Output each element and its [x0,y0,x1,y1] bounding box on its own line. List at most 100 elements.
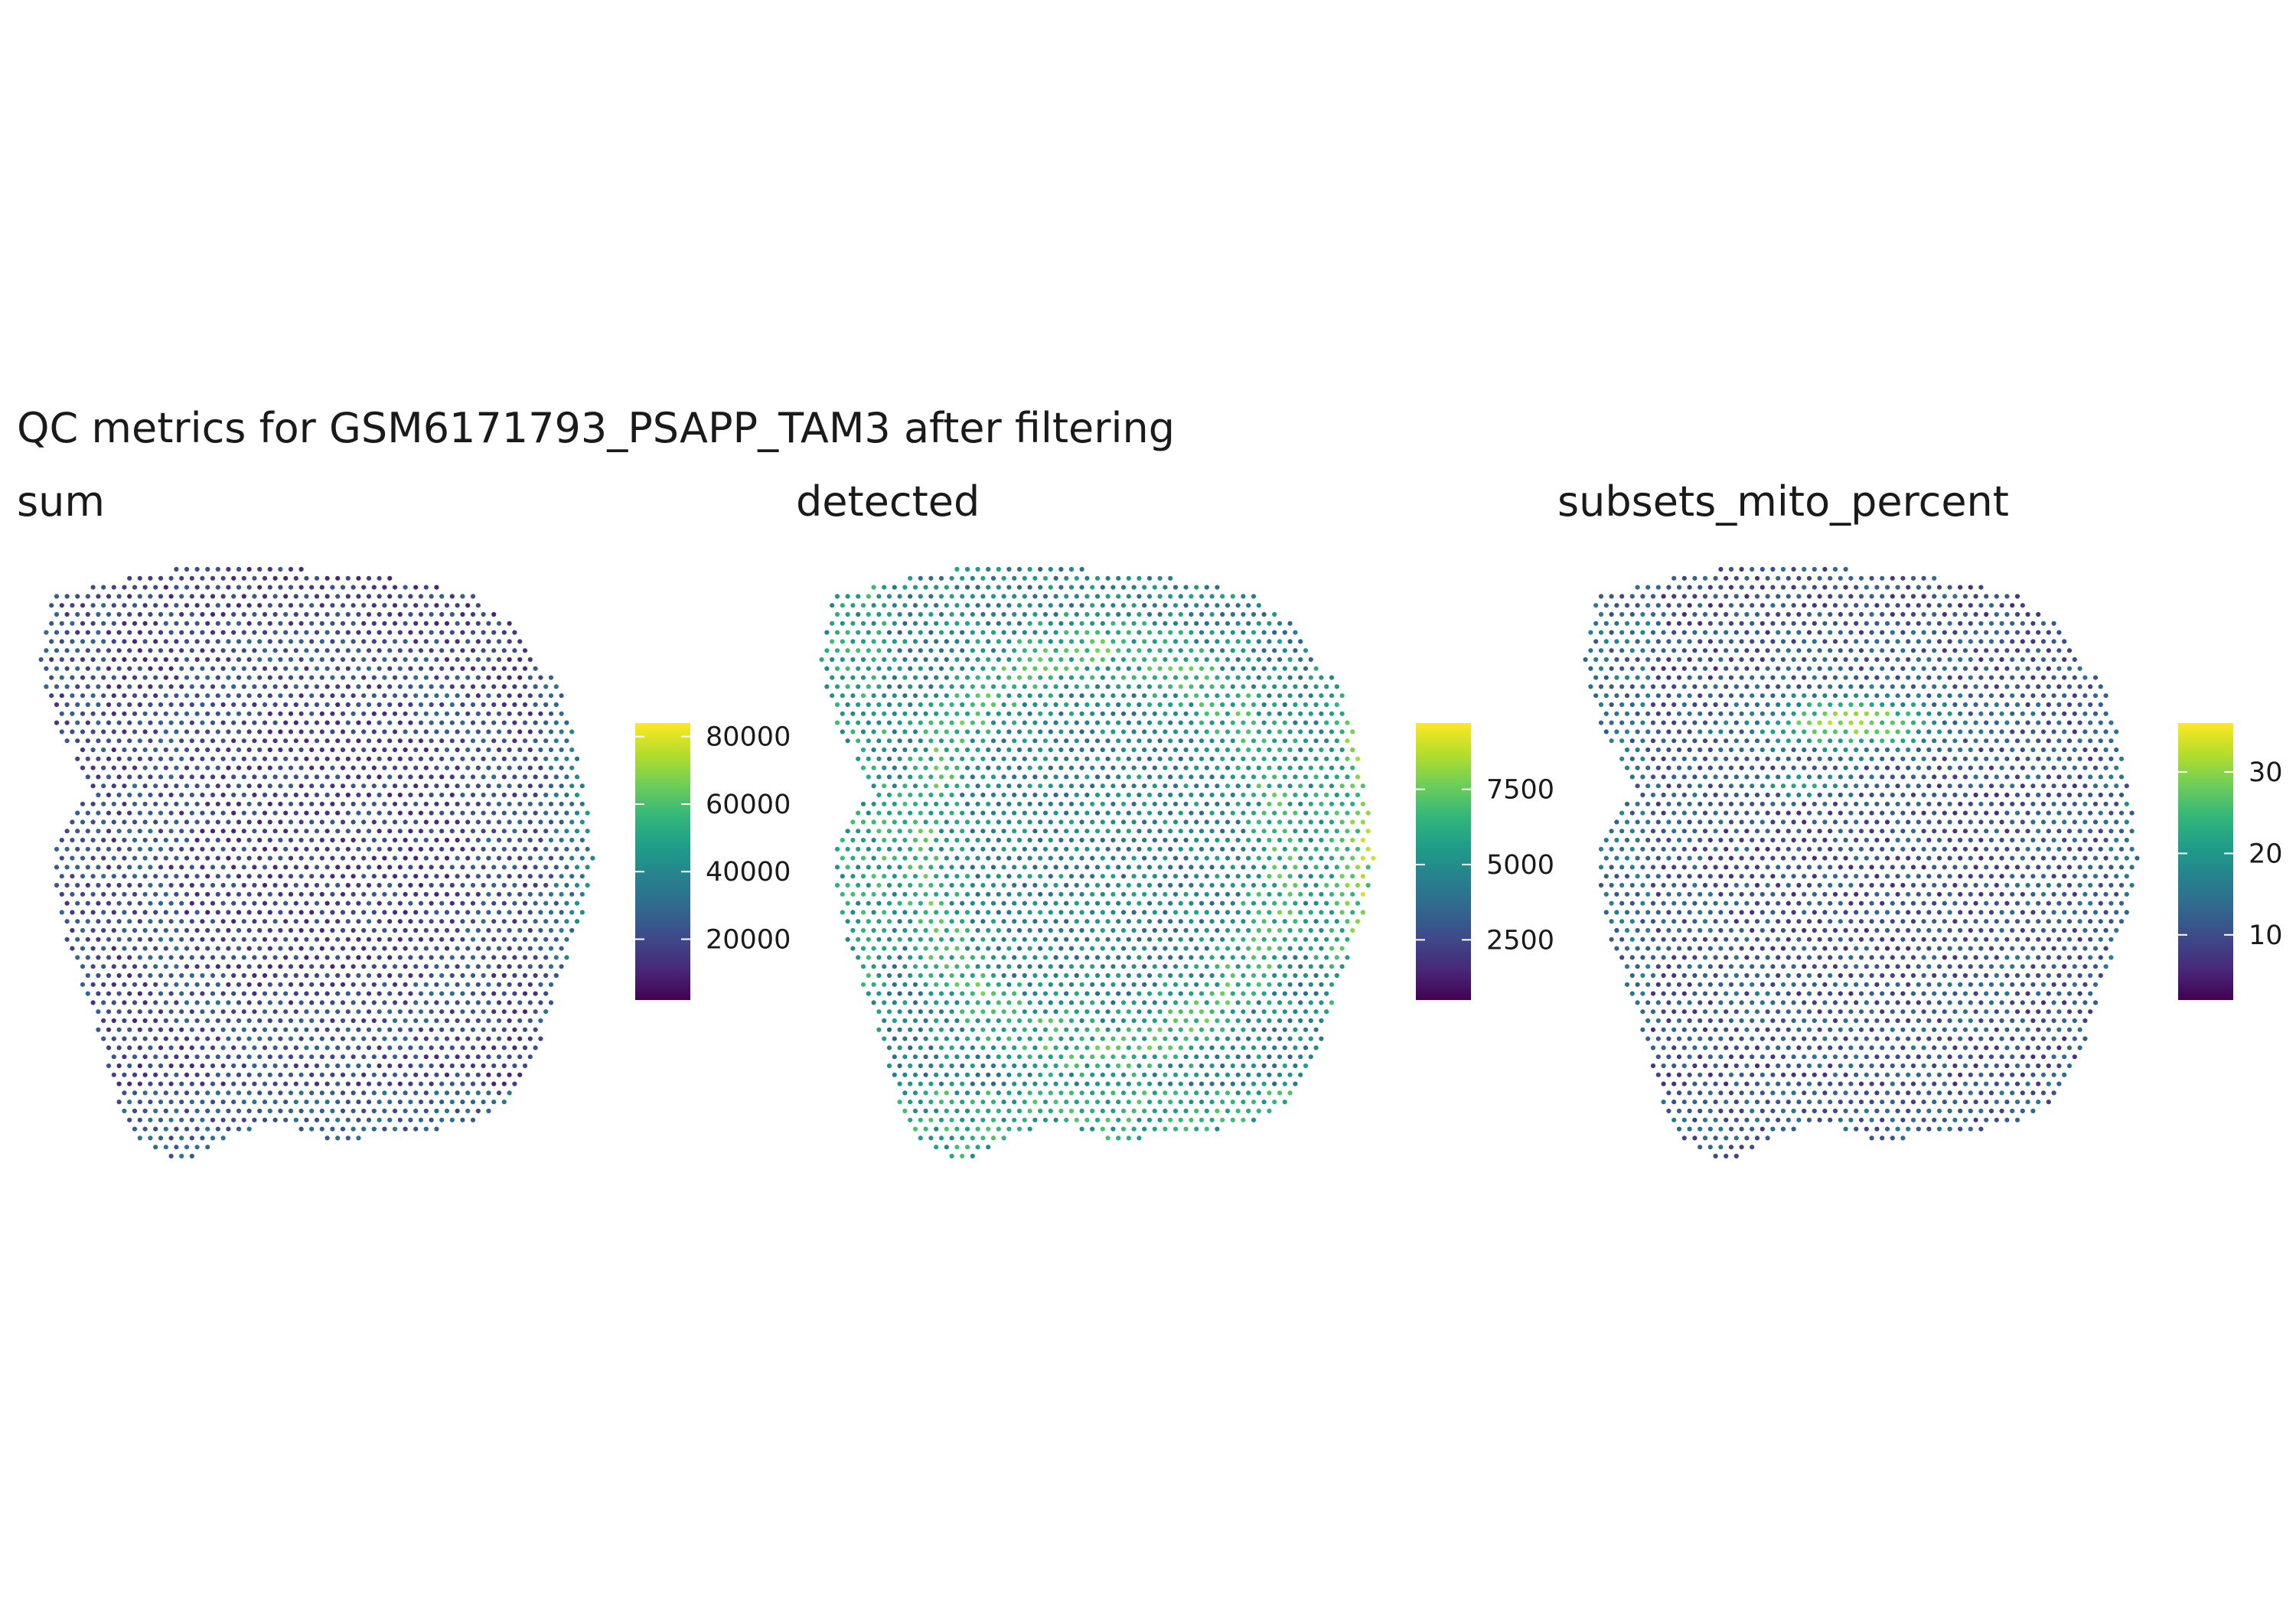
spot-point [439,1081,445,1086]
spot-point [246,982,252,987]
spot-point [304,1045,309,1051]
spot-point [517,964,523,969]
spot-point [908,738,913,744]
spot-point [387,1045,393,1051]
spot-point [522,1009,528,1015]
spot-point [392,1072,398,1077]
spot-point [1267,874,1272,879]
spot-point [1022,702,1027,708]
spot-point [137,1081,142,1086]
spot-point [96,829,101,834]
spot-point [1105,575,1110,581]
spot-point [194,927,200,933]
spot-point [252,882,257,888]
spot-point [475,927,481,933]
spot-point [335,882,341,888]
spot-point [1116,666,1121,671]
spot-point [283,846,289,852]
spot-point [408,991,413,996]
spot-point [142,585,148,590]
spot-point [408,865,413,870]
spot-point [132,874,138,879]
spot-point [361,747,367,753]
spot-point [309,927,315,933]
spot-point [257,982,263,987]
spot-point [548,927,554,933]
spot-point [1287,747,1293,753]
spot-point [834,720,840,725]
spot-point [1022,955,1027,960]
spot-point [356,1135,361,1141]
spot-point [975,819,980,825]
spot-point [387,702,393,708]
spot-point [153,927,158,933]
spot-point [1178,666,1183,671]
spot-point [298,1054,304,1060]
spot-point [1215,747,1220,753]
spot-point [1178,702,1183,708]
spot-point [80,621,86,626]
spot-point [1142,621,1147,626]
spot-point [361,656,367,663]
spot-point [1225,639,1231,644]
spot-point [1293,901,1298,906]
spot-point [517,1000,523,1005]
spot-point [470,1063,476,1069]
spot-point [507,747,512,753]
spot-point [1137,594,1142,599]
spot-point [1189,774,1194,780]
spot-point [278,693,283,699]
spot-point [361,927,367,933]
spot-point [314,594,320,599]
spot-point [1199,937,1205,942]
spot-point [845,630,850,635]
spot-point [507,910,512,915]
spot-point [1131,837,1137,843]
spot-point [1313,955,1319,960]
spot-point [918,955,923,960]
spot-point [481,756,486,761]
spot-point [200,1135,205,1141]
spot-point [356,648,361,653]
spot-point [830,656,835,663]
spot-point [215,1090,220,1096]
spot-point [1287,964,1293,969]
spot-point [335,1081,341,1086]
spot-point [990,611,996,617]
spot-point [434,855,439,861]
spot-point [377,648,382,653]
spot-point [954,783,960,789]
spot-point [1172,874,1179,879]
spot-point [538,1000,543,1005]
spot-point [871,783,876,789]
spot-point [1194,603,1199,608]
spot-point [356,1081,361,1086]
spot-point [220,1117,226,1122]
spot-point [1303,648,1309,653]
spot-point [377,611,382,617]
spot-point [189,1153,194,1159]
spot-point [429,594,434,599]
spot-point [934,711,939,716]
spot-point [137,575,142,581]
spot-point [246,765,252,770]
spot-point [980,648,986,653]
spot-point [1183,675,1189,680]
spot-point [507,783,512,789]
spot-point [1022,829,1027,834]
spot-point [871,747,876,753]
spot-point [1183,656,1189,663]
spot-point [1157,702,1163,708]
spot-point [319,1072,325,1077]
spot-point [75,882,80,888]
spot-point [517,729,523,735]
spot-point [340,693,346,699]
spot-point [429,1099,434,1105]
spot-point [1313,774,1319,780]
spot-point [1189,810,1194,816]
spot-point [840,729,845,735]
spot-point [241,1117,246,1122]
spot-point [850,837,856,843]
spot-point [174,747,179,753]
spot-point [928,865,934,870]
